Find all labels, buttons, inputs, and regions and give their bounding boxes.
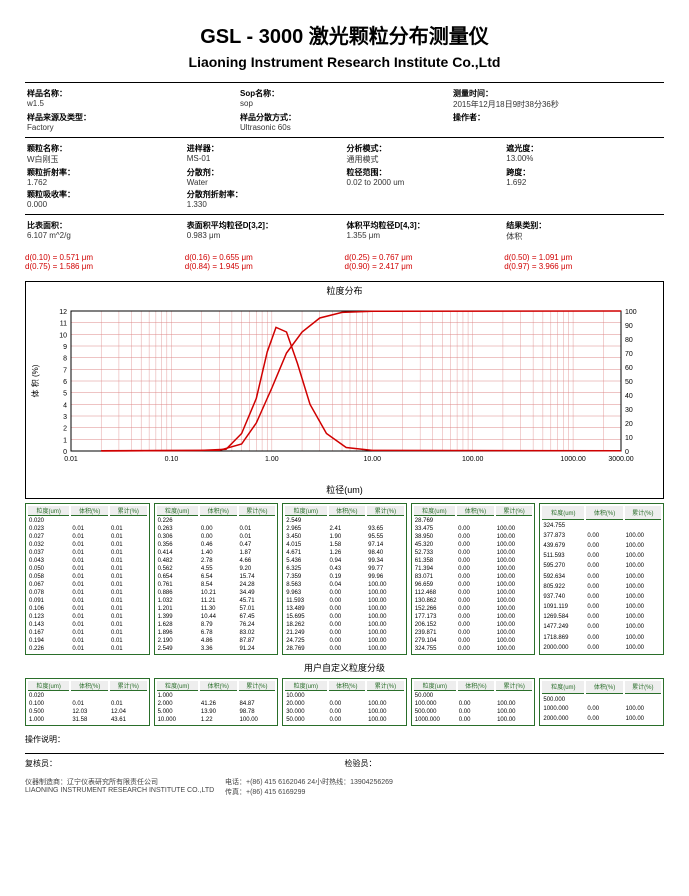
svg-text:40: 40 <box>625 393 633 400</box>
svg-text:6: 6 <box>63 379 67 386</box>
svg-text:10.00: 10.00 <box>363 456 381 463</box>
svg-text:11: 11 <box>60 321 67 328</box>
svg-text:20: 20 <box>625 421 633 428</box>
svg-text:1: 1 <box>63 437 67 444</box>
svg-text:12: 12 <box>59 309 67 316</box>
data-tables: 粒度(um)体积(%)累计(%)0.0200.0230.010.010.0270… <box>25 503 664 655</box>
user-defined-title: 用户自定义粒度分级 <box>25 661 664 674</box>
section1: 样品名称：w1.5 Sop名称：sop 测量时间：2015年12月18日9时38… <box>25 82 664 137</box>
svg-text:0.10: 0.10 <box>165 456 179 463</box>
svg-text:1000.00: 1000.00 <box>560 456 585 463</box>
svg-text:10: 10 <box>625 435 633 442</box>
user-defined-tables: 粒度(um)体积(%)累计(%)0.0200.1000.010.010.5001… <box>25 678 664 726</box>
svg-text:30: 30 <box>625 407 633 414</box>
svg-text:60: 60 <box>625 365 633 372</box>
svg-text:80: 80 <box>625 337 633 344</box>
op-row: 操作说明： <box>25 734 664 745</box>
svg-text:8: 8 <box>63 356 67 363</box>
svg-text:0: 0 <box>63 449 67 456</box>
svg-text:3: 3 <box>63 414 67 421</box>
svg-text:0: 0 <box>625 449 629 456</box>
svg-text:70: 70 <box>625 351 633 358</box>
section2: 颗粒名称：W白刚玉 进样器：MS-01 分析模式：通用模式 遮光度：13.00%… <box>25 137 664 214</box>
svg-text:100.00: 100.00 <box>462 456 484 463</box>
svg-text:4: 4 <box>63 402 67 409</box>
svg-text:1.00: 1.00 <box>265 456 279 463</box>
svg-text:100: 100 <box>625 309 637 316</box>
footer-note: 仪器制造商：辽宁仪表研究所有限责任公司电话：+(86) 415 6162046 … <box>25 777 664 797</box>
title-sub: Liaoning Instrument Research Institute C… <box>25 54 664 70</box>
sign-row: 复核员：检验员： <box>25 753 664 769</box>
section3: 比表面积：6.107 m^2/g 表面积平均粒径D[3,2]：0.983 μm … <box>25 214 664 247</box>
d-values: d(0.10) = 0.571 μmd(0.16) = 0.655 μmd(0.… <box>25 247 664 277</box>
svg-text:5: 5 <box>63 391 67 398</box>
svg-text:3000.00: 3000.00 <box>608 456 633 463</box>
svg-text:0.01: 0.01 <box>64 456 78 463</box>
chart: 粒度分布 01234567891011120102030405060708090… <box>25 281 664 499</box>
svg-text:2: 2 <box>63 426 67 433</box>
svg-text:90: 90 <box>625 323 633 330</box>
svg-text:50: 50 <box>625 379 633 386</box>
svg-text:10: 10 <box>59 332 67 339</box>
svg-text:体 积 (%): 体 积 (%) <box>30 364 40 397</box>
svg-text:7: 7 <box>63 367 67 374</box>
title-main: GSL - 3000 激光颗粒分布测量仪 <box>25 20 664 49</box>
svg-text:9: 9 <box>63 344 67 351</box>
